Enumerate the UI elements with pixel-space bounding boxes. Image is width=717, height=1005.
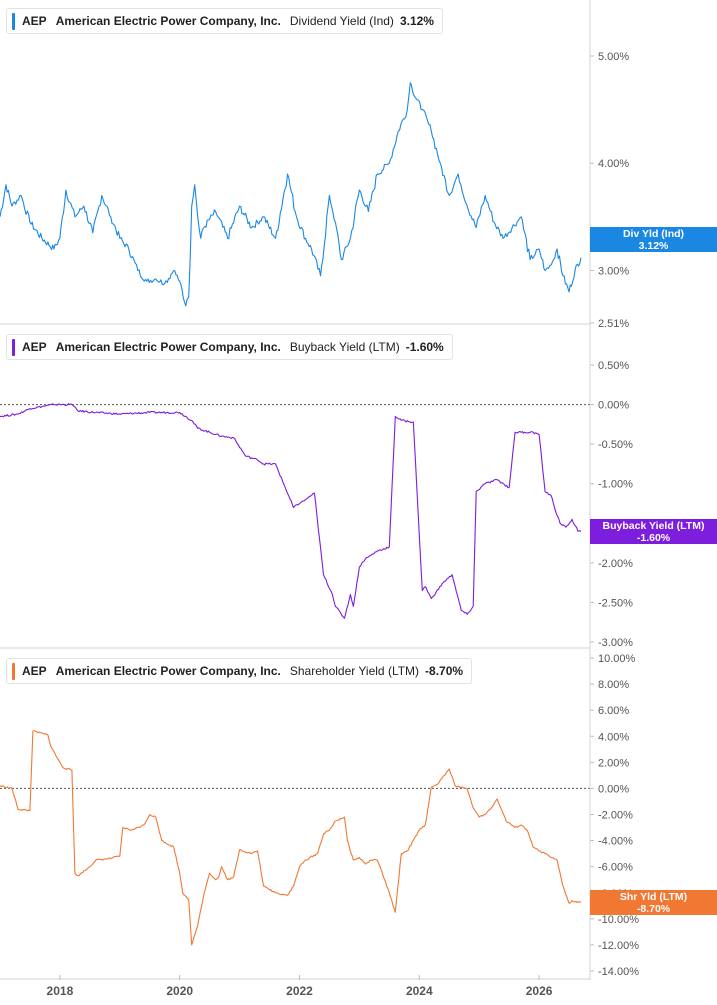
legend-company: American Electric Power Company, Inc. bbox=[55, 14, 281, 28]
shareholder-legend: AEP American Electric Power Company, Inc… bbox=[6, 658, 473, 684]
y-tick-label: -4.00% bbox=[598, 836, 633, 848]
buyback-legend-color bbox=[12, 338, 15, 356]
dividend-value-badge: Div Yld (Ind) 3.12% bbox=[590, 227, 717, 252]
y-tick-label: -0.50% bbox=[598, 439, 633, 451]
shareholder-yield-panel: 10.00% 8.00% 6.00% 4.00% 2.00% 0.00% -2.00% -4.… bbox=[0, 653, 639, 978]
y-tick-label: -2.00% bbox=[598, 810, 633, 822]
buyback-legend: AEP American Electric Power Company, Inc… bbox=[6, 334, 453, 360]
y-tick-label: 10.00% bbox=[598, 653, 636, 665]
y-tick-label: 0.50% bbox=[598, 360, 629, 372]
dividend-legend: AEP American Electric Power Company, Inc… bbox=[6, 8, 443, 34]
badge-label: Shr Yld (LTM) bbox=[619, 890, 688, 903]
legend-ticker: AEP bbox=[22, 664, 47, 678]
x-tick-label: 2024 bbox=[406, 984, 433, 998]
legend-company: American Electric Power Company, Inc. bbox=[55, 340, 281, 354]
badge-value: -8.70% bbox=[636, 902, 671, 915]
legend-value: -1.60% bbox=[405, 340, 444, 354]
badge-label: Div Yld (Ind) bbox=[622, 227, 685, 240]
legend-ticker: AEP bbox=[22, 340, 47, 354]
x-tick-label: 2022 bbox=[286, 984, 313, 998]
y-tick-label: 4.00% bbox=[598, 731, 629, 743]
y-tick-label: -3.00% bbox=[598, 637, 633, 649]
shareholder-value-badge: Shr Yld (LTM) -8.70% bbox=[590, 890, 717, 915]
y-tick-label: 5.00% bbox=[598, 51, 629, 63]
y-tick-label: 3.00% bbox=[598, 265, 629, 277]
y-tick-label: 0.00% bbox=[598, 400, 629, 412]
x-tick-label: 2020 bbox=[166, 984, 193, 998]
legend-value: 3.12% bbox=[399, 14, 434, 28]
legend-metric: Shareholder Yield (LTM) bbox=[289, 664, 420, 678]
badge-value: -1.60% bbox=[636, 531, 671, 544]
legend-metric: Dividend Yield (Ind) bbox=[289, 14, 394, 28]
dividend-series-line bbox=[0, 82, 582, 307]
legend-ticker: AEP bbox=[22, 14, 47, 28]
y-tick-label: -6.00% bbox=[598, 862, 633, 874]
y-tick-label: 2.51% bbox=[598, 318, 629, 330]
shareholder-legend-color bbox=[12, 662, 15, 680]
y-tick-label: 2.00% bbox=[598, 757, 629, 769]
legend-company: American Electric Power Company, Inc. bbox=[55, 664, 281, 678]
y-tick-label: -1.00% bbox=[598, 479, 633, 491]
buyback-value-badge: Buyback Yield (LTM) -1.60% bbox=[590, 519, 717, 544]
y-tick-label: -14.00% bbox=[598, 966, 639, 978]
y-tick-label: -10.00% bbox=[598, 914, 639, 926]
x-tick-label: 2018 bbox=[47, 984, 74, 998]
buyback-yield-panel: 0.50%0.00%-0.50%-1.00%-1.50%-2.00%-2.50%… bbox=[0, 360, 633, 649]
y-tick-label: -12.00% bbox=[598, 940, 639, 952]
legend-value: -8.70% bbox=[425, 664, 464, 678]
dividend-legend-color bbox=[12, 12, 15, 30]
y-tick-label: -2.50% bbox=[598, 597, 633, 609]
buyback-series-line bbox=[0, 403, 582, 619]
badge-value: 3.12% bbox=[638, 239, 669, 252]
y-tick-label: 8.00% bbox=[598, 679, 629, 691]
dividend-yield-panel: 5.00% 4.00% 3.00% 2.51% bbox=[0, 51, 629, 330]
shareholder-series-line bbox=[0, 730, 582, 946]
x-tick-label: 2026 bbox=[526, 984, 553, 998]
legend-metric: Buyback Yield (LTM) bbox=[289, 340, 400, 354]
y-tick-label: 6.00% bbox=[598, 705, 629, 717]
y-tick-label: 4.00% bbox=[598, 158, 629, 170]
y-tick-label: 0.00% bbox=[598, 783, 629, 795]
y-tick-label: -2.00% bbox=[598, 558, 633, 570]
x-axis: 2018 2020 2022 2024 2026 bbox=[0, 975, 590, 998]
badge-label: Buyback Yield (LTM) bbox=[602, 519, 705, 532]
